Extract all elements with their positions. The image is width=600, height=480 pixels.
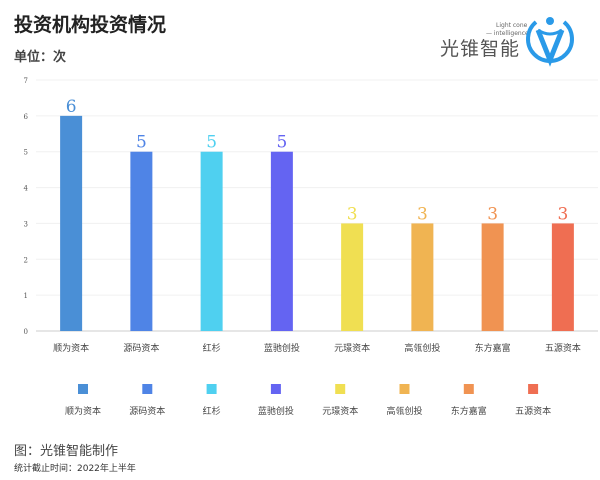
chart-title: 投资机构投资情况: [14, 14, 167, 36]
y-tick-label: 2: [24, 256, 28, 264]
legend-label: 元璟资本: [322, 405, 358, 417]
x-tick-label: 蓝驰创投: [264, 342, 300, 354]
legend-swatch: [335, 384, 346, 394]
legend-swatch: [270, 384, 281, 394]
legend-label: 五源资本: [515, 405, 551, 417]
data-label: 3: [557, 204, 568, 224]
bar: [551, 223, 574, 331]
bar: [341, 223, 364, 331]
y-tick-label: 3: [24, 220, 28, 228]
x-tick-label: 源码资本: [123, 342, 159, 354]
data-label: 5: [206, 133, 217, 153]
data-label: 5: [276, 133, 287, 153]
y-tick-label: 6: [24, 113, 29, 121]
data-label: 3: [347, 204, 358, 224]
legend-label: 源码资本: [129, 405, 165, 417]
legend-label: 顺为资本: [65, 405, 101, 417]
x-tick-label: 高瓴创投: [404, 342, 440, 354]
x-tick-label: 五源资本: [545, 342, 581, 354]
x-tick-label: 顺为资本: [53, 342, 89, 354]
bar: [60, 115, 83, 331]
y-tick-label: 1: [24, 292, 28, 300]
bar: [481, 223, 504, 331]
x-tick-label: 元璟资本: [334, 342, 370, 354]
y-tick-label: 7: [24, 77, 28, 85]
logo-text: 光锥智能: [440, 38, 521, 60]
source-note: 图：光锥智能制作: [14, 444, 119, 459]
x-tick-label: 红杉: [203, 342, 221, 354]
data-label: 6: [66, 97, 77, 117]
y-tick-label: 5: [24, 149, 28, 157]
legend-swatch: [206, 384, 217, 394]
logo-icon: [526, 17, 574, 67]
date-note: 统计截止时间：2022年上半年: [14, 464, 136, 474]
bar: [200, 151, 223, 331]
data-label: 3: [417, 204, 428, 224]
legend-label: 东方嘉富: [451, 405, 487, 417]
legend-label: 高瓴创投: [386, 405, 422, 417]
y-tick-label: 0: [24, 328, 28, 336]
unit-label: 单位：次: [14, 50, 67, 65]
bar: [130, 151, 153, 331]
legend-swatch: [78, 384, 88, 394]
data-label: 3: [487, 204, 498, 224]
logo-tagline: — intelligence: [486, 30, 529, 37]
legend-swatch: [399, 384, 410, 394]
logo-tagline: Light cone: [496, 22, 528, 29]
legend-swatch: [528, 384, 539, 394]
legend-swatch: [142, 384, 153, 394]
y-tick-label: 4: [24, 185, 29, 193]
legend-label: 蓝驰创投: [258, 405, 294, 417]
legend-swatch: [463, 384, 474, 394]
bar: [411, 223, 434, 331]
x-tick-label: 东方嘉富: [475, 342, 511, 354]
legend-label: 红杉: [203, 405, 221, 417]
data-label: 5: [136, 133, 147, 153]
bar: [270, 151, 293, 331]
bar-chart: 0 1 2 3 4 5 6 7 6 顺为资本 5 源码资本 5 红杉 5 蓝驰创投 3 元璟资本 3 高瓴创投 3 东方嘉…: [24, 77, 598, 417]
